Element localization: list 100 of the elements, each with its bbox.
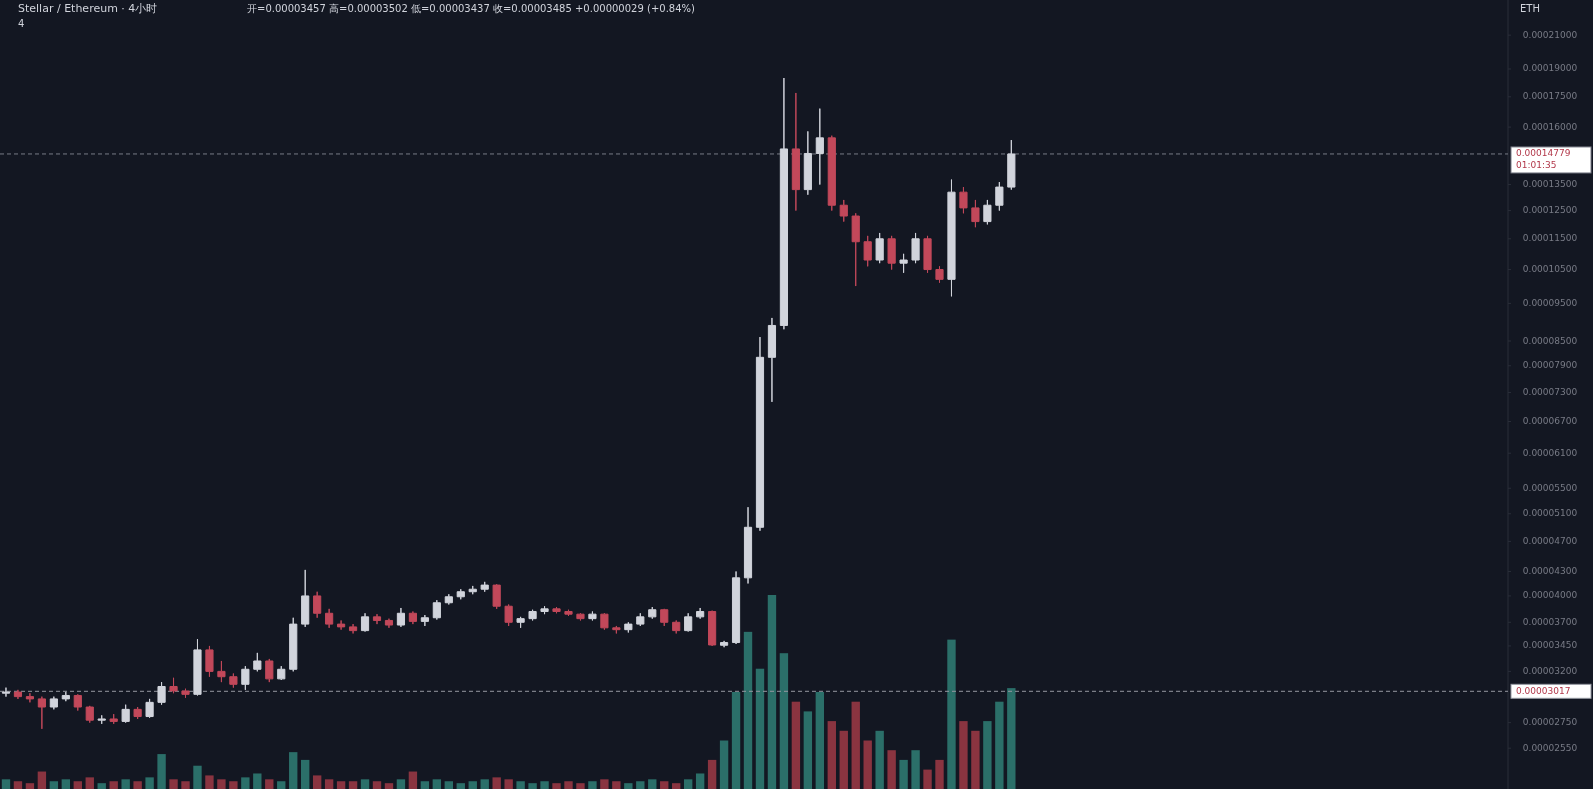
bar [863, 740, 872, 789]
candlestick [325, 608, 334, 629]
candlestick [851, 212, 860, 287]
bar [73, 781, 82, 789]
bar [851, 701, 860, 789]
y-tick-label: 0.00007300 [1522, 386, 1578, 397]
bar [49, 781, 59, 789]
y-tick-label: 0.00009500 [1522, 297, 1578, 308]
bar [480, 779, 489, 789]
candlestick [49, 696, 58, 710]
y-tick-label: 0.00005500 [1522, 482, 1578, 493]
ref-line-label: 0.00003017 [1516, 685, 1571, 696]
candlestick [660, 608, 669, 627]
candlestick [755, 336, 765, 532]
bar [444, 781, 453, 789]
bar [516, 781, 525, 789]
y-tick-label: 0.00007900 [1522, 360, 1578, 371]
bar [13, 781, 23, 789]
candlestick [504, 603, 513, 627]
y-tick-label: 0.00003700 [1522, 616, 1578, 627]
candlestick [193, 638, 202, 696]
candlestick [576, 612, 585, 621]
bar [145, 777, 154, 789]
candlestick [313, 591, 322, 619]
candlestick [1, 687, 11, 698]
bar [660, 781, 669, 789]
candlestick [145, 698, 154, 719]
bar [707, 759, 717, 789]
candlestick [803, 130, 812, 196]
candlestick [37, 696, 46, 730]
candlestick [133, 706, 142, 720]
candlestick [648, 606, 657, 620]
bar [420, 781, 430, 789]
candlestick [696, 607, 705, 620]
candlestick [73, 693, 82, 712]
candlestick [552, 606, 561, 614]
candlestick [719, 640, 729, 648]
candlestick [372, 613, 382, 625]
candlestick [13, 689, 23, 700]
candlestick [265, 658, 274, 683]
bar [588, 781, 597, 789]
candlestick [97, 714, 106, 725]
candlestick [253, 652, 262, 672]
candlestick [684, 612, 693, 633]
candlestick [875, 232, 884, 264]
bar [624, 783, 633, 789]
bar [492, 777, 501, 789]
y-tick-label: 0.00004700 [1522, 535, 1578, 546]
bar [995, 701, 1004, 789]
bar [528, 783, 537, 789]
bar [1, 779, 11, 789]
candlestick [217, 660, 226, 683]
bar [815, 692, 825, 789]
bar [923, 769, 932, 789]
bar [312, 775, 322, 789]
bar [241, 777, 250, 789]
candlestick [396, 607, 406, 628]
y-tick-label: 0.00010500 [1522, 264, 1578, 275]
bar [289, 752, 298, 789]
candlestick [791, 92, 800, 212]
y-tick-label: 0.00019000 [1522, 63, 1578, 74]
bar [336, 781, 346, 789]
bar [875, 730, 884, 789]
bar [731, 692, 741, 789]
bar [564, 781, 573, 789]
y-tick-label: 0.00003450 [1522, 640, 1578, 651]
chart-title: Stellar / Ethereum · 4小时 [18, 2, 158, 15]
candlestick [827, 135, 836, 212]
bar [217, 779, 226, 789]
y-tick-label: 0.00004300 [1522, 565, 1578, 576]
candlestick [289, 617, 298, 672]
candlestick [911, 232, 920, 264]
bar [743, 631, 753, 789]
candlestick [887, 235, 896, 271]
bar [983, 721, 992, 789]
candlestick [480, 581, 489, 593]
bar [947, 639, 956, 789]
candlestick [432, 599, 441, 621]
bar [576, 783, 585, 789]
y-tick-label: 0.00008500 [1522, 335, 1578, 346]
candlestick [995, 181, 1004, 212]
bar [97, 783, 106, 789]
candlestick [779, 77, 789, 330]
bar [755, 668, 765, 789]
candlestick [121, 704, 130, 724]
annotation: 4 [18, 18, 25, 29]
bar [935, 759, 944, 789]
candlestick [348, 623, 358, 634]
bar [384, 783, 394, 789]
candlestick [444, 593, 453, 605]
candlestick [528, 609, 537, 621]
y-tick-label: 0.00002750 [1522, 717, 1578, 728]
bar [887, 750, 896, 789]
bar [899, 759, 908, 789]
y-tick-label: 0.00004000 [1522, 590, 1578, 601]
candlestick [588, 611, 597, 621]
candlestick [612, 625, 621, 634]
bar [636, 781, 645, 789]
bar [552, 783, 561, 789]
candlestick [169, 677, 178, 694]
